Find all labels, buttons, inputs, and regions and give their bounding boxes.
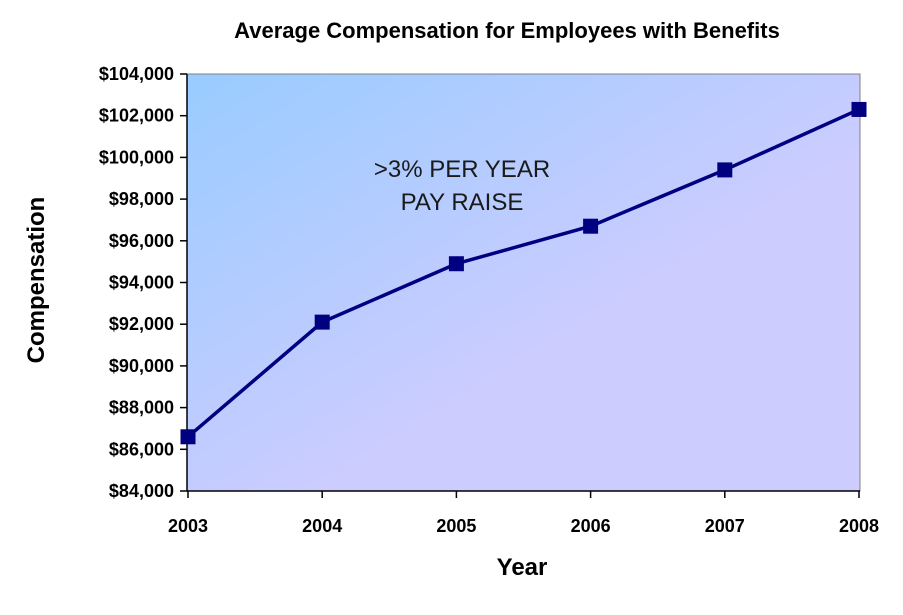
y-tick-label: $104,000 <box>99 64 174 84</box>
y-tick-label: $98,000 <box>109 189 174 209</box>
x-tick-label: 2005 <box>436 516 476 536</box>
annotation-line-2: PAY RAISE <box>401 189 524 216</box>
x-axis: 2003 2004 2005 2006 2007 2008 <box>168 490 879 536</box>
x-axis-label: Year <box>497 554 548 581</box>
y-tick-label: $100,000 <box>99 147 174 167</box>
data-point-marker <box>851 101 867 117</box>
y-tick-label: $94,000 <box>109 273 174 293</box>
y-tick-label: $84,000 <box>109 481 174 501</box>
series-line <box>186 107 860 439</box>
y-tick-label: $88,000 <box>109 398 174 418</box>
data-point-marker <box>583 218 599 234</box>
data-point-marker <box>717 162 733 178</box>
y-axis: $84,000 $86,000 $88,000 $90,000 $92,000 $94,0… <box>99 64 188 501</box>
chart-title: Average Compensation for Employees with … <box>234 18 780 43</box>
y-tick-label: $102,000 <box>99 106 174 126</box>
x-tick-label: 2003 <box>168 516 208 536</box>
data-point-marker <box>448 256 464 272</box>
x-tick-label: 2007 <box>705 516 745 536</box>
annotation-line-1: >3% PER YEAR <box>374 156 550 183</box>
y-tick-label: $86,000 <box>109 439 174 459</box>
x-tick-label: 2006 <box>571 516 611 536</box>
data-point-marker <box>314 314 330 330</box>
series <box>180 101 867 445</box>
plot-area <box>186 73 861 492</box>
y-tick-label: $92,000 <box>109 314 174 334</box>
x-tick-label: 2008 <box>839 516 879 536</box>
y-axis-label: Compensation <box>23 197 50 364</box>
y-tick-label: $90,000 <box>109 356 174 376</box>
x-tick-label: 2004 <box>302 516 342 536</box>
y-tick-label: $96,000 <box>109 231 174 251</box>
data-point-marker <box>180 429 196 445</box>
